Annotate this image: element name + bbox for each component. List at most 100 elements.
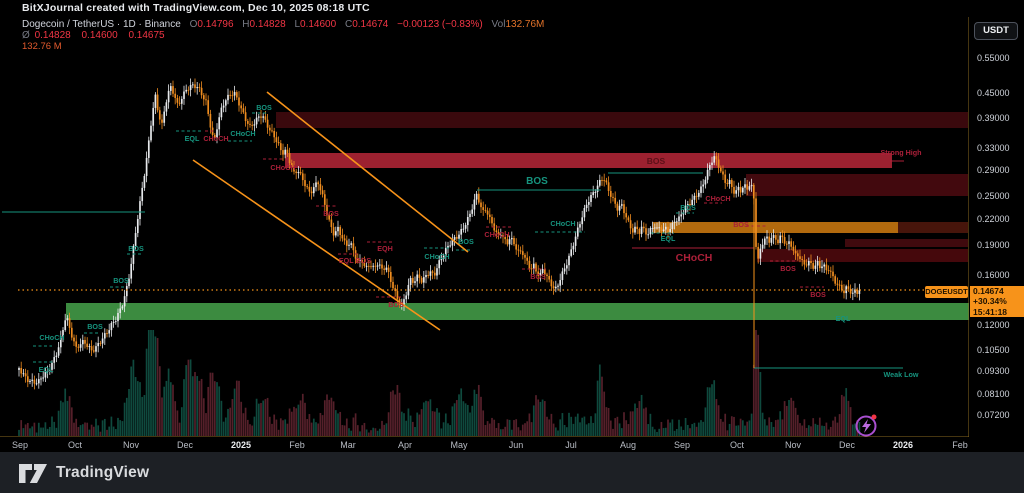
volume-bar <box>147 330 150 436</box>
symbol-info-bar[interactable]: Dogecoin / TetherUS · 1D · Binance O0.14… <box>22 19 544 30</box>
candle-body <box>517 249 520 251</box>
volume-bar <box>189 359 192 436</box>
candle-body <box>174 93 177 98</box>
candle-body <box>609 190 612 197</box>
volume-bar <box>31 426 34 436</box>
zones-layer <box>66 112 970 320</box>
currency-toggle-button[interactable]: USDT <box>974 22 1018 40</box>
candle-body <box>532 263 535 270</box>
volume-bar <box>598 364 601 436</box>
volume-bar <box>761 412 764 436</box>
candle-body <box>187 89 190 91</box>
volume-bar <box>537 399 540 436</box>
candle-body <box>200 87 203 96</box>
candle-body <box>658 227 661 229</box>
volume-bar <box>669 422 672 436</box>
volume-bar <box>823 426 826 436</box>
volume-bar <box>794 407 797 436</box>
candle-body <box>20 368 23 374</box>
candle-body <box>757 246 760 259</box>
candle-body <box>40 378 42 380</box>
candle-body <box>777 239 779 244</box>
candle-body <box>128 278 130 287</box>
candle-body <box>504 236 507 240</box>
candle-body <box>35 383 38 385</box>
candle-body <box>216 129 218 138</box>
volume-bar <box>840 394 843 436</box>
volume-bar <box>491 417 493 436</box>
price-axis[interactable]: USDT 0.55000 0.45000 0.39000 0.33000 0.29000… <box>969 17 1024 437</box>
volume-bar <box>605 407 608 436</box>
candle-body <box>341 234 344 239</box>
volume-bar <box>810 426 812 436</box>
descending-channel-lower[interactable] <box>192 159 441 331</box>
volume-bar <box>114 429 117 436</box>
orange-supply-zone-mitigated <box>898 222 968 233</box>
last-price-value: 0.14674 <box>973 286 1004 296</box>
candle-body <box>372 265 375 267</box>
ma-value-2: 0.14600 <box>81 30 118 41</box>
candle-body <box>64 320 67 330</box>
candle-body <box>185 89 188 92</box>
volume-bar <box>288 408 291 436</box>
candle-body <box>442 255 445 259</box>
volume-bar <box>513 420 515 436</box>
boost-icon[interactable] <box>855 414 877 437</box>
tradingview-logo-icon <box>19 464 47 483</box>
volume-bar <box>132 359 135 436</box>
candle-body <box>264 116 267 120</box>
candle-body <box>612 196 614 198</box>
indicator-row-ma[interactable]: Ø 0.14828 0.14600 0.14675 <box>22 30 173 41</box>
symbol-title[interactable]: Dogecoin / TetherUS · 1D · Binance <box>22 19 181 30</box>
candle-body <box>246 121 249 124</box>
volume-bar <box>607 407 610 436</box>
candle-body <box>293 167 295 172</box>
volume-bar <box>308 414 311 436</box>
candle-body <box>26 376 29 382</box>
volume-bar <box>636 407 639 436</box>
volume-bar <box>425 400 427 436</box>
volume-bar <box>766 425 768 436</box>
candle-body <box>359 260 361 262</box>
candle-body <box>271 130 273 132</box>
volume-bar <box>77 427 80 436</box>
volume-bar <box>752 364 755 436</box>
candle-body <box>46 370 49 372</box>
candle-body <box>618 205 621 211</box>
candle-body <box>433 272 436 276</box>
volume-bar <box>70 407 73 436</box>
volume-bar <box>158 366 161 436</box>
smc-label-choch: CHoCH <box>705 194 730 203</box>
time-axis[interactable]: Sep Oct Nov Dec 2025 Feb Mar Apr May Jun Jul Aug Sep… <box>0 437 1024 452</box>
volume-bar <box>187 359 190 436</box>
candle-body <box>59 336 62 348</box>
candle-body <box>794 250 797 254</box>
descending-channel-upper[interactable] <box>266 91 469 253</box>
candle-body <box>510 237 513 240</box>
volume-bar <box>704 407 707 436</box>
candle-body <box>521 251 524 255</box>
volume-bar <box>51 416 53 436</box>
volume-bar <box>242 413 245 436</box>
volume-bar <box>612 428 614 436</box>
volume-value: 132.76M <box>505 19 545 30</box>
candle-body <box>75 341 78 347</box>
smc-label-bos: BOS <box>113 276 129 285</box>
volume-bar <box>460 388 463 436</box>
volume-bar <box>572 423 575 436</box>
volume-bar <box>449 425 452 436</box>
volume-bar <box>150 330 152 436</box>
indicator-row-volume[interactable]: 132.76 M <box>22 41 62 52</box>
price-tick: 0.22000 <box>977 214 1010 224</box>
candle-body <box>706 169 709 180</box>
volume-bar <box>429 399 432 436</box>
tradingview-logo[interactable]: TradingView <box>18 462 149 484</box>
volume-bar <box>337 413 339 436</box>
volume-bar <box>268 416 271 436</box>
volume-bar <box>121 421 124 436</box>
candle-body <box>455 237 458 239</box>
candle-body <box>528 260 531 269</box>
volume-bar <box>334 410 337 436</box>
volume-bar <box>84 422 86 436</box>
